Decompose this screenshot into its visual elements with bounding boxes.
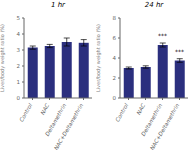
svg-text:2: 2	[17, 63, 21, 69]
svg-text:6: 6	[113, 35, 117, 41]
svg-text:2: 2	[113, 75, 117, 81]
svg-text:NAC: NAC	[39, 102, 50, 115]
svg-text:0: 0	[113, 95, 117, 101]
svg-text:3: 3	[17, 47, 21, 53]
svg-text:Control: Control	[18, 102, 33, 123]
html-text:1 hr: 1 hr	[51, 1, 65, 9]
svg-text:8: 8	[113, 15, 117, 21]
svg-text:***: ***	[158, 32, 167, 39]
svg-text:4: 4	[17, 31, 21, 37]
svg-text:5: 5	[17, 15, 21, 21]
svg-text:4: 4	[113, 55, 117, 61]
svg-text:***: ***	[175, 48, 184, 55]
svg-text:NAC: NAC	[135, 102, 146, 115]
html-text:24 hr: 24 hr	[144, 1, 164, 9]
svg-text:Liver/body weight ratio (%): Liver/body weight ratio (%)	[96, 24, 102, 92]
svg-text:Control: Control	[114, 102, 129, 123]
svg-text:NAC+Deltamethrin: NAC+Deltamethrin	[53, 102, 85, 150]
svg-text:1: 1	[17, 79, 21, 85]
svg-text:NAC+Deltamethrin: NAC+Deltamethrin	[149, 102, 181, 150]
svg-text:0: 0	[17, 95, 21, 101]
